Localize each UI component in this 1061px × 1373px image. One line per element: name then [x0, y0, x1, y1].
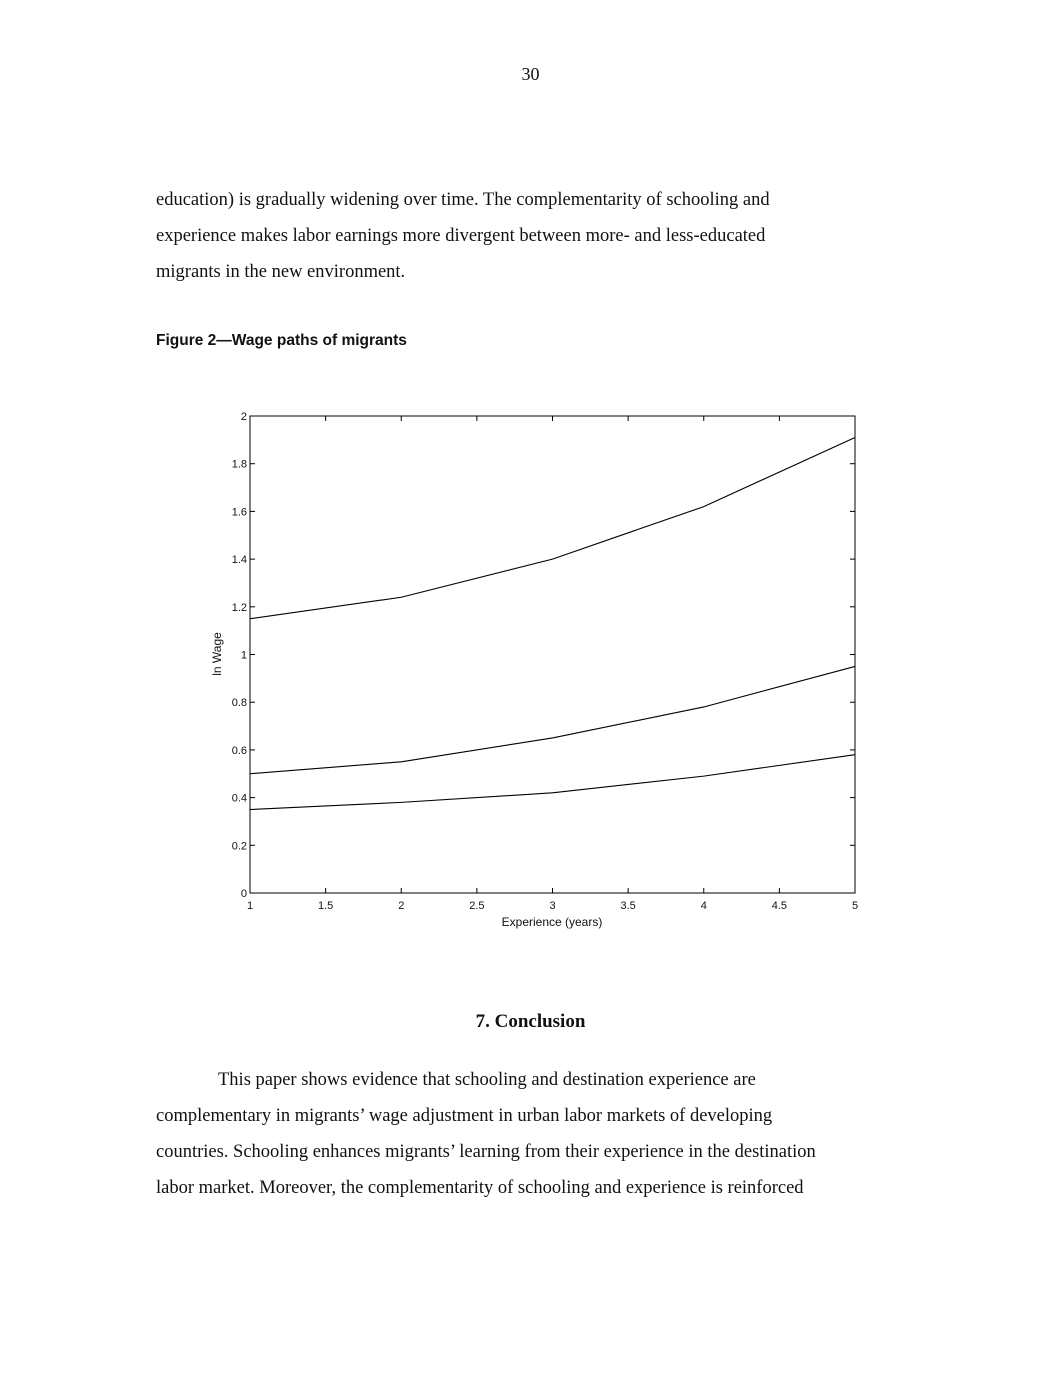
section-heading: 7. Conclusion	[475, 1011, 586, 1032]
paragraph-line: complementary in migrants’ wage adjustme…	[156, 1106, 773, 1126]
paragraph-line: education) is gradually widening over ti…	[156, 190, 770, 210]
x-tick-label: 2	[398, 900, 404, 912]
paragraph-conclusion: This paper shows evidence that schooling…	[156, 1062, 916, 1206]
y-tick-label: 0.4	[232, 793, 247, 805]
x-tick-label: 1	[247, 900, 253, 912]
plot-frame	[249, 415, 856, 894]
y-tick-label: 0.8	[232, 697, 247, 709]
series-line-1	[249, 436, 856, 620]
paragraph-intro: education) is gradually widening over ti…	[156, 182, 916, 290]
y-tick-label: 1.2	[232, 602, 247, 614]
series-line-2	[249, 665, 856, 775]
x-axis-label: Experience (years)	[502, 915, 603, 929]
x-tick-label: 2.5	[469, 900, 484, 912]
chart-series-lines	[249, 436, 856, 811]
figure-caption: Figure 2—Wage paths of migrants	[156, 332, 407, 349]
y-tick-label: 1	[241, 650, 247, 662]
paragraph-line: experience makes labor earnings more div…	[156, 226, 766, 246]
paragraph-line: labor market. Moreover, the complementar…	[156, 1178, 804, 1198]
x-tick-label: 1.5	[318, 900, 333, 912]
y-tick-label: 0.6	[232, 745, 247, 757]
x-tick-label: 4	[701, 900, 707, 912]
y-tick-label: 1.4	[232, 554, 247, 566]
x-tick-label: 5	[852, 900, 858, 912]
chart-tick-labels: 1 1.5 2 2.5 3 3.5 4 4.5 5 0 0.2 0.4 0.6 0.8 1 1.2 1.4 1.6…	[232, 411, 858, 912]
wage-paths-chart: 1 1.5 2 2.5 3 3.5 4 4.5 5 0 0.2 0.4 0.6 0.8 1 1.2 1.4 1.6…	[190, 400, 890, 945]
paragraph-line: This paper shows evidence that schooling…	[218, 1070, 756, 1090]
y-tick-label: 1.8	[232, 459, 247, 471]
y-tick-label: 2	[241, 411, 247, 423]
page-number: 30	[521, 64, 540, 84]
x-tick-label: 4.5	[772, 900, 787, 912]
series-line-3	[249, 754, 856, 811]
chart-ticks	[249, 415, 856, 894]
y-tick-label: 1.6	[232, 506, 247, 518]
y-axis-label: ln Wage	[210, 632, 224, 676]
paragraph-line: countries. Schooling enhances migrants’ …	[156, 1142, 816, 1162]
y-tick-label: 0	[241, 888, 247, 900]
x-tick-label: 3	[549, 900, 555, 912]
paragraph-line: migrants in the new environment.	[156, 262, 406, 282]
x-tick-label: 3.5	[620, 900, 635, 912]
chart-svg: 1 1.5 2 2.5 3 3.5 4 4.5 5 0 0.2 0.4 0.6 0.8 1 1.2 1.4 1.6…	[210, 411, 858, 929]
y-tick-label: 0.2	[232, 840, 247, 852]
